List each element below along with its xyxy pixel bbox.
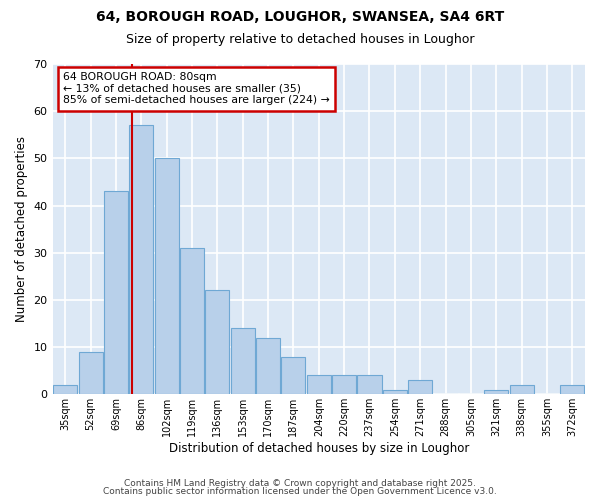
- Bar: [281, 356, 305, 395]
- Bar: [560, 385, 584, 394]
- Bar: [307, 376, 331, 394]
- Bar: [230, 328, 255, 394]
- Text: 64, BOROUGH ROAD, LOUGHOR, SWANSEA, SA4 6RT: 64, BOROUGH ROAD, LOUGHOR, SWANSEA, SA4 …: [96, 10, 504, 24]
- Bar: [79, 352, 103, 395]
- Bar: [155, 158, 179, 394]
- Text: 64 BOROUGH ROAD: 80sqm
← 13% of detached houses are smaller (35)
85% of semi-det: 64 BOROUGH ROAD: 80sqm ← 13% of detached…: [63, 72, 330, 106]
- Bar: [408, 380, 432, 394]
- Bar: [205, 290, 229, 395]
- Bar: [180, 248, 204, 394]
- Text: Contains public sector information licensed under the Open Government Licence v3: Contains public sector information licen…: [103, 487, 497, 496]
- Y-axis label: Number of detached properties: Number of detached properties: [15, 136, 28, 322]
- Bar: [509, 385, 533, 394]
- Bar: [484, 390, 508, 394]
- Bar: [104, 192, 128, 394]
- Text: Size of property relative to detached houses in Loughor: Size of property relative to detached ho…: [126, 32, 474, 46]
- Text: Contains HM Land Registry data © Crown copyright and database right 2025.: Contains HM Land Registry data © Crown c…: [124, 478, 476, 488]
- Bar: [358, 376, 382, 394]
- Bar: [332, 376, 356, 394]
- Bar: [256, 338, 280, 394]
- Bar: [129, 126, 154, 394]
- Bar: [53, 385, 77, 394]
- Bar: [383, 390, 407, 394]
- X-axis label: Distribution of detached houses by size in Loughor: Distribution of detached houses by size …: [169, 442, 469, 455]
